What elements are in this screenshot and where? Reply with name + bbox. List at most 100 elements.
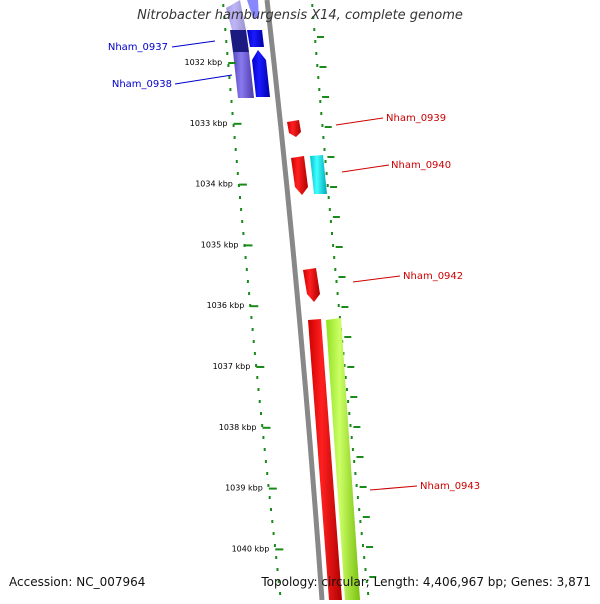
guide-dot [234,148,237,151]
guide-dot [231,112,234,115]
callout-line-nham-0943 [369,485,418,491]
gene-feature-nham-0939[interactable] [287,120,301,137]
ruler-label: 1037 kbp [213,362,251,371]
guide-dot [224,28,227,31]
ruler-tick [268,487,277,490]
gene-feature-nham-0943-lime[interactable] [326,318,360,600]
guide-dash [322,96,330,98]
guide-dot [236,172,239,175]
gene-feature-nham-0938-blue[interactable] [252,50,270,97]
guide-dot [242,232,245,235]
guide-dot [264,460,267,463]
guide-dot [355,484,358,487]
gene-feature-nham-0937-dark[interactable] [230,30,249,52]
guide-dot [240,208,243,211]
gene-label-nham-0943[interactable]: Nham_0943 [420,481,480,492]
guide-dash [356,456,364,458]
guide-dot [255,364,258,367]
ruler-label: 1039 kbp [225,484,263,493]
guide-dot [347,400,350,403]
gene-feature-nham-0937-blue-top[interactable] [247,0,259,18]
guide-dot [246,280,249,283]
guide-dot [333,256,336,259]
guide-dot [335,280,338,283]
guide-dash [362,516,370,518]
ruler-tick [250,305,259,308]
gene-label-nham-0940[interactable]: Nham_0940 [391,160,451,171]
ruler-tick [233,122,242,125]
guide-dot [239,196,241,199]
ruler-tick [256,366,265,368]
ruler: 1032 kbp 1033 kbp 1034 kbp 1035 kbp 1036 kbp… [184,58,284,553]
gene-feature-nham-0938-purple[interactable] [233,52,254,98]
guide-dot [279,592,282,595]
guide-dot [261,424,264,427]
guide-dash [350,396,358,398]
guide-dash [324,126,332,128]
guide-dot [260,412,262,415]
guide-dot [312,16,315,19]
gene-label-nham-0942[interactable]: Nham_0942 [403,271,463,282]
callout-line-nham-0938 [174,74,233,85]
guide-dash [317,36,324,38]
guide-dot [343,364,346,367]
guide-dot [320,112,323,115]
ruler-tick [262,426,271,429]
guide-dash [344,336,352,338]
guide-dot [273,544,276,547]
guide-dot [266,472,269,475]
guide-dot [342,352,345,355]
map-title: Nitrobacter hamburgensis X14, complete g… [137,8,463,23]
guide-dash [335,246,343,248]
guide-dot [253,352,256,355]
ruler-label: 1032 kbp [184,58,222,67]
gene-label-nham-0939[interactable]: Nham_0939 [386,113,446,124]
guide-dot [316,64,319,67]
gene-feature-nham-0937-blue[interactable] [247,30,264,47]
gene-feature-nham-0940-red[interactable] [291,156,308,195]
guide-dot [263,448,266,451]
guide-dot [349,424,352,427]
gene-feature-nham-0942[interactable] [303,268,320,302]
guide-dot [322,136,325,139]
guide-dot [249,304,252,307]
guide-dot [336,292,339,295]
guide-dot [313,28,316,31]
guide-dot [321,124,324,127]
guide-dot [271,520,274,523]
guide-dot [226,52,229,55]
guide-dot [348,412,351,415]
ruler-label: 1036 kbp [207,301,245,310]
gene-label-nham-0937[interactable]: Nham_0937 [108,42,168,53]
guide-dot [318,88,321,91]
guide-dot [314,40,317,43]
gene-feature-nham-0940-cyan[interactable] [310,155,327,194]
guide-dot [327,196,330,199]
guide-dot [350,436,353,439]
gene-feature-nham-0937-purple[interactable] [226,0,246,30]
callout-line-nham-0940 [341,164,390,173]
guide-dot [223,16,226,19]
gene-label-nham-0938[interactable]: Nham_0938 [112,79,172,90]
ruler-tick [275,548,284,551]
guide-dot [328,208,331,211]
ruler-label: 1038 kbp [219,423,257,432]
guide-dot [250,316,253,319]
guide-dot [270,508,272,511]
ruler-label: 1035 kbp [201,240,239,249]
guide-dot [367,592,370,595]
guide-dot [222,4,225,7]
guide-dot [323,148,326,151]
gene-feature-nham-0943-red[interactable] [308,319,342,600]
guide-dot [344,376,347,379]
guide-dot [256,376,259,379]
ruler-label: 1033 kbp [190,119,228,128]
guide-dot [241,220,244,223]
guide-dot [245,268,248,271]
guide-dot [365,580,368,583]
guide-dot [232,124,235,127]
guide-dot [257,388,260,391]
guide-dot [230,100,233,103]
guide-dot [229,88,232,91]
